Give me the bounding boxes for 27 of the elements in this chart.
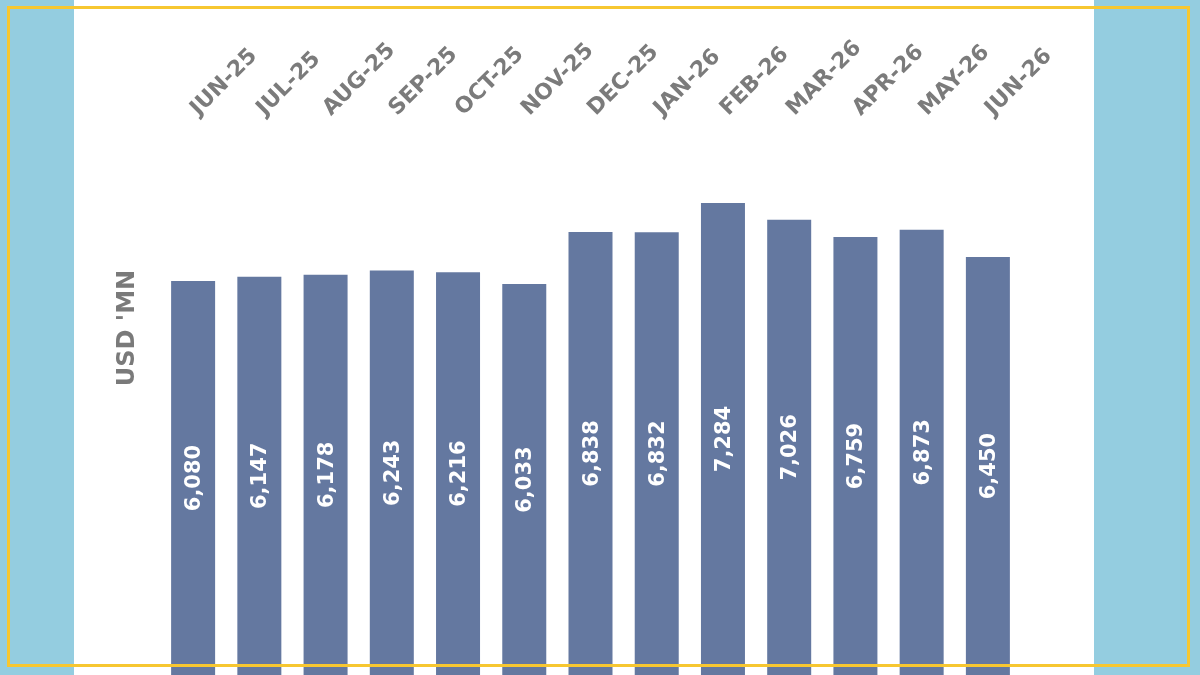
data-label: 6,147 (247, 442, 272, 510)
bar (568, 231, 613, 675)
data-label: 6,243 (379, 439, 404, 506)
data-label: 6,873 (909, 419, 934, 486)
y-axis-title: USD 'MN (112, 269, 140, 387)
bar (303, 274, 348, 675)
data-label: 6,832 (644, 420, 669, 487)
bar (634, 232, 679, 675)
bar (502, 284, 547, 675)
bar (965, 257, 1010, 675)
data-label: 7,284 (710, 405, 735, 473)
bar (237, 276, 282, 675)
data-label: 6,759 (843, 422, 868, 490)
data-label: 6,216 (446, 440, 471, 507)
data-label: 6,178 (313, 441, 338, 509)
data-label: 7,026 (777, 414, 802, 481)
bar (369, 270, 414, 675)
data-label: 6,838 (578, 420, 603, 487)
data-label: 6,450 (975, 432, 1000, 500)
bar (767, 219, 812, 675)
data-label: 6,080 (181, 444, 206, 512)
bar (436, 272, 481, 675)
bar (833, 237, 878, 675)
bar (899, 229, 944, 675)
bar (171, 281, 216, 675)
bar (700, 203, 745, 675)
data-label: 6,033 (512, 446, 537, 513)
